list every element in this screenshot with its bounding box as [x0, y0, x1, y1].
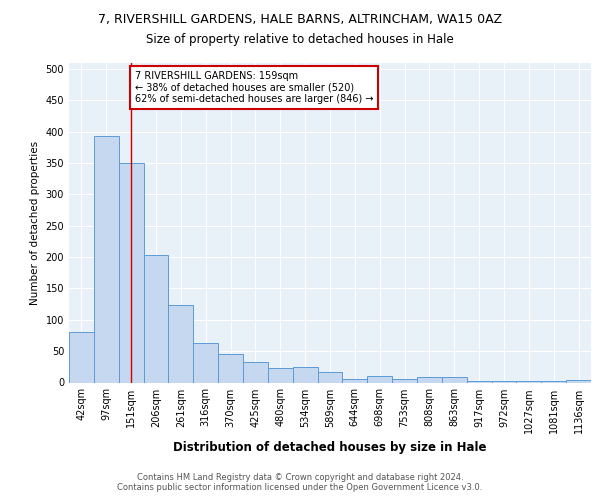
Bar — [566, 380, 591, 382]
Bar — [119, 163, 143, 382]
Bar — [491, 381, 517, 382]
Bar — [218, 354, 243, 382]
Text: Size of property relative to detached houses in Hale: Size of property relative to detached ho… — [146, 32, 454, 46]
Bar — [467, 380, 491, 382]
Bar — [392, 378, 417, 382]
Text: Contains HM Land Registry data © Crown copyright and database right 2024.
Contai: Contains HM Land Registry data © Crown c… — [118, 473, 482, 492]
Bar — [541, 381, 566, 382]
Bar — [268, 368, 293, 382]
Bar — [94, 136, 119, 382]
X-axis label: Distribution of detached houses by size in Hale: Distribution of detached houses by size … — [173, 441, 487, 454]
Y-axis label: Number of detached properties: Number of detached properties — [30, 140, 40, 304]
Bar — [317, 372, 343, 382]
Bar — [143, 254, 169, 382]
Bar — [442, 378, 467, 382]
Bar — [367, 376, 392, 382]
Bar — [417, 377, 442, 382]
Text: 7 RIVERSHILL GARDENS: 159sqm
← 38% of detached houses are smaller (520)
62% of s: 7 RIVERSHILL GARDENS: 159sqm ← 38% of de… — [135, 70, 373, 104]
Bar — [243, 362, 268, 382]
Bar — [343, 380, 367, 382]
Bar — [517, 381, 541, 382]
Text: 7, RIVERSHILL GARDENS, HALE BARNS, ALTRINCHAM, WA15 0AZ: 7, RIVERSHILL GARDENS, HALE BARNS, ALTRI… — [98, 12, 502, 26]
Bar — [293, 367, 317, 382]
Bar — [69, 332, 94, 382]
Bar — [169, 306, 193, 382]
Bar — [193, 343, 218, 382]
